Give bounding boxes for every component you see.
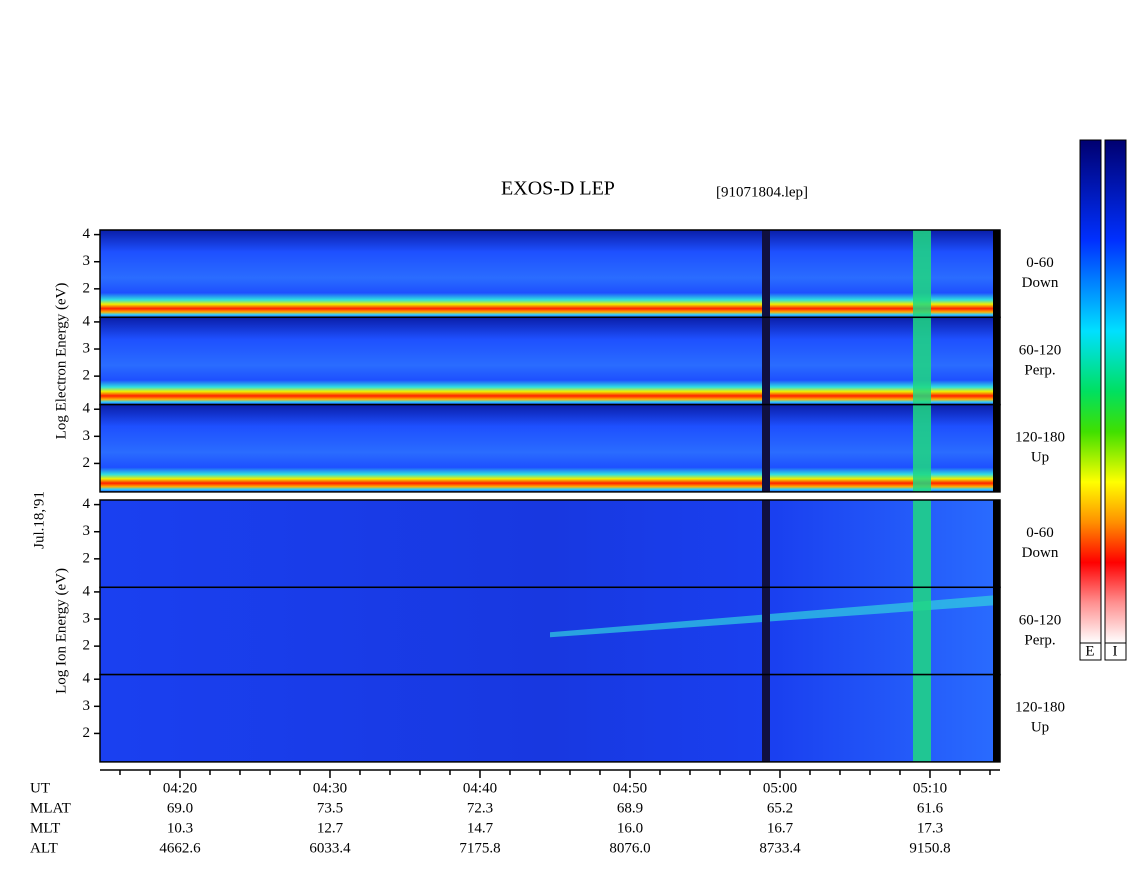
panel-label: Perp. xyxy=(1024,632,1055,648)
orbit-value: 69.0 xyxy=(167,800,193,816)
y-tick-label: 3 xyxy=(83,253,91,269)
colorbar-label: E xyxy=(1085,643,1094,659)
y-tick-label: 2 xyxy=(83,368,91,384)
orbit-value: 12.7 xyxy=(317,820,344,836)
orbit-value: 8733.4 xyxy=(759,840,801,856)
spectrogram-edge xyxy=(993,674,1000,762)
y-tick-label: 4 xyxy=(83,671,91,687)
y-tick-label: 3 xyxy=(83,340,91,356)
panel-label: Up xyxy=(1031,450,1049,466)
spectrogram xyxy=(100,230,1000,318)
spectrogram xyxy=(100,587,1000,675)
colorbar-label: I xyxy=(1113,643,1118,659)
y-tick-label: 2 xyxy=(83,550,91,566)
spectrogram-band xyxy=(913,587,931,675)
spectrogram-edge xyxy=(993,317,1000,405)
spectrogram xyxy=(100,674,1000,762)
y-tick-label: 4 xyxy=(83,401,91,417)
x-tick-label: 05:00 xyxy=(763,780,797,796)
orbit-value: 17.3 xyxy=(917,820,943,836)
panel-label: Perp. xyxy=(1024,362,1055,378)
spectrogram-band xyxy=(550,595,995,638)
chart-subtitle: [91071804.lep] xyxy=(716,184,808,200)
y-axis-label: Log Ion Energy (eV) xyxy=(53,568,69,694)
orbit-value: 6033.4 xyxy=(309,840,351,856)
orbit-row-label: MLT xyxy=(30,820,60,836)
panel-label: 0-60 xyxy=(1026,525,1054,541)
orbit-value: 61.6 xyxy=(917,800,944,816)
y-tick-label: 4 xyxy=(83,496,91,512)
orbit-value: 8076.0 xyxy=(609,840,650,856)
panel-label: 60-120 xyxy=(1019,612,1062,628)
colorbar-box xyxy=(1104,642,1127,661)
spectrogram xyxy=(100,317,1000,405)
x-tick-label: 04:40 xyxy=(463,780,497,796)
orbit-value: 10.3 xyxy=(167,820,193,836)
orbit-row-label: UT xyxy=(30,780,50,796)
spectrogram-edge xyxy=(993,404,1000,492)
x-tick-label: 04:50 xyxy=(613,780,647,796)
colorbar-box xyxy=(1079,642,1102,661)
y-axis-label: Log Electron Energy (eV) xyxy=(53,283,69,440)
x-tick-label: 04:30 xyxy=(313,780,347,796)
orbit-value: 72.3 xyxy=(467,800,493,816)
panel-label: 0-60 xyxy=(1026,255,1054,271)
y-tick-label: 3 xyxy=(83,698,91,714)
y-tick-label: 3 xyxy=(83,610,91,626)
y-tick-label: 2 xyxy=(83,725,91,741)
orbit-value: 16.0 xyxy=(617,820,643,836)
spectrogram xyxy=(100,500,1000,588)
spectrogram-gap xyxy=(762,317,770,405)
x-tick-label: 04:20 xyxy=(163,780,197,796)
chart-title: EXOS-D LEP xyxy=(501,178,615,200)
spectrogram-gap xyxy=(762,674,770,762)
spectrogram-band xyxy=(913,317,931,405)
panel-label: 120-180 xyxy=(1015,700,1065,716)
spectrogram-band xyxy=(913,500,931,588)
panel-label: Down xyxy=(1022,545,1059,561)
spectrogram-edge xyxy=(993,587,1000,675)
y-tick-label: 4 xyxy=(83,226,91,242)
spectrogram xyxy=(100,404,1000,492)
orbit-value: 16.7 xyxy=(767,820,794,836)
orbit-value: 9150.8 xyxy=(909,840,950,856)
panel-frame xyxy=(99,673,1001,763)
spectrogram-gap xyxy=(762,404,770,492)
colorbar xyxy=(1079,139,1102,644)
spectrogram-gap xyxy=(762,230,770,318)
panel-label: 60-120 xyxy=(1019,342,1062,358)
y-tick-label: 4 xyxy=(83,583,91,599)
date-label: Jul.18,'91 xyxy=(31,491,47,549)
orbit-value: 65.2 xyxy=(767,800,793,816)
y-tick-label: 2 xyxy=(83,280,91,296)
spectrogram-band xyxy=(913,674,931,762)
spectrogram-edge xyxy=(993,230,1000,318)
spectrogram-gap xyxy=(762,587,770,675)
spectrogram-band xyxy=(913,404,931,492)
orbit-value: 68.9 xyxy=(617,800,643,816)
y-tick-label: 2 xyxy=(83,638,91,654)
y-tick-label: 4 xyxy=(83,313,91,329)
x-tick-label: 05:10 xyxy=(913,780,947,796)
spectrogram-gap xyxy=(762,500,770,588)
orbit-value: 73.5 xyxy=(317,800,343,816)
panel-label: Up xyxy=(1031,720,1049,736)
spectrogram-band xyxy=(913,230,931,318)
orbit-value: 4662.6 xyxy=(159,840,201,856)
spectrogram-edge xyxy=(993,500,1000,588)
orbit-row-label: ALT xyxy=(30,840,58,856)
y-tick-label: 3 xyxy=(83,428,91,444)
orbit-row-label: MLAT xyxy=(30,800,71,816)
orbit-value: 14.7 xyxy=(467,820,494,836)
colorbar xyxy=(1104,139,1127,644)
y-tick-label: 2 xyxy=(83,455,91,471)
y-tick-label: 3 xyxy=(83,523,91,539)
panel-label: Down xyxy=(1022,275,1059,291)
panel-label: 120-180 xyxy=(1015,430,1065,446)
orbit-value: 7175.8 xyxy=(459,840,500,856)
panel-frame xyxy=(99,403,1001,493)
